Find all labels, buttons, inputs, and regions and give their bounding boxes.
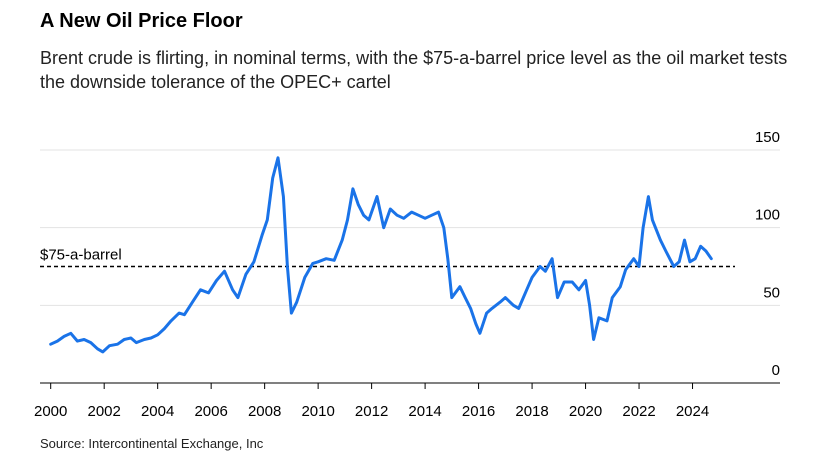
reference-layer: $75-a-barrel bbox=[40, 247, 735, 268]
x-tick-label: 2006 bbox=[194, 403, 227, 420]
x-tick-label: 2018 bbox=[515, 403, 548, 420]
x-tick-label: 2002 bbox=[87, 403, 120, 420]
x-tick-label: 2000 bbox=[34, 403, 67, 420]
axis-layer: 0 50 100 150 2000 2002 2004 2006 2008 2010 2012 201… bbox=[34, 129, 780, 420]
reference-line-label: $75-a-barrel bbox=[40, 247, 122, 264]
series-line-0 bbox=[49, 156, 713, 354]
x-tick-label: 2014 bbox=[408, 403, 441, 420]
y-tick-label: 100 bbox=[755, 207, 780, 224]
x-tick-label: 2020 bbox=[569, 403, 602, 420]
x-tick-label: 2016 bbox=[462, 403, 495, 420]
series-layer bbox=[49, 156, 713, 354]
grid-layer bbox=[40, 149, 780, 306]
y-tick-label: 0 bbox=[772, 362, 780, 379]
y-tick-label: 50 bbox=[763, 284, 780, 301]
line-chart: $75-a-barrel 0 50 100 150 2000 2002 2004 2006 20… bbox=[34, 129, 780, 420]
chart-title: A New Oil Price Floor bbox=[40, 10, 243, 32]
x-tick-label: 2022 bbox=[622, 403, 655, 420]
source-note: Source: Intercontinental Exchange, Inc bbox=[40, 436, 264, 451]
x-tick-label: 2010 bbox=[301, 403, 334, 420]
y-tick-label: 150 bbox=[755, 129, 780, 146]
x-tick-label: 2024 bbox=[676, 403, 709, 420]
x-tick-label: 2004 bbox=[141, 403, 174, 420]
x-tick-label: 2008 bbox=[248, 403, 281, 420]
x-tick-label: 2012 bbox=[355, 403, 388, 420]
chart-subtitle: Brent crude is flirting, in nominal term… bbox=[40, 48, 788, 92]
